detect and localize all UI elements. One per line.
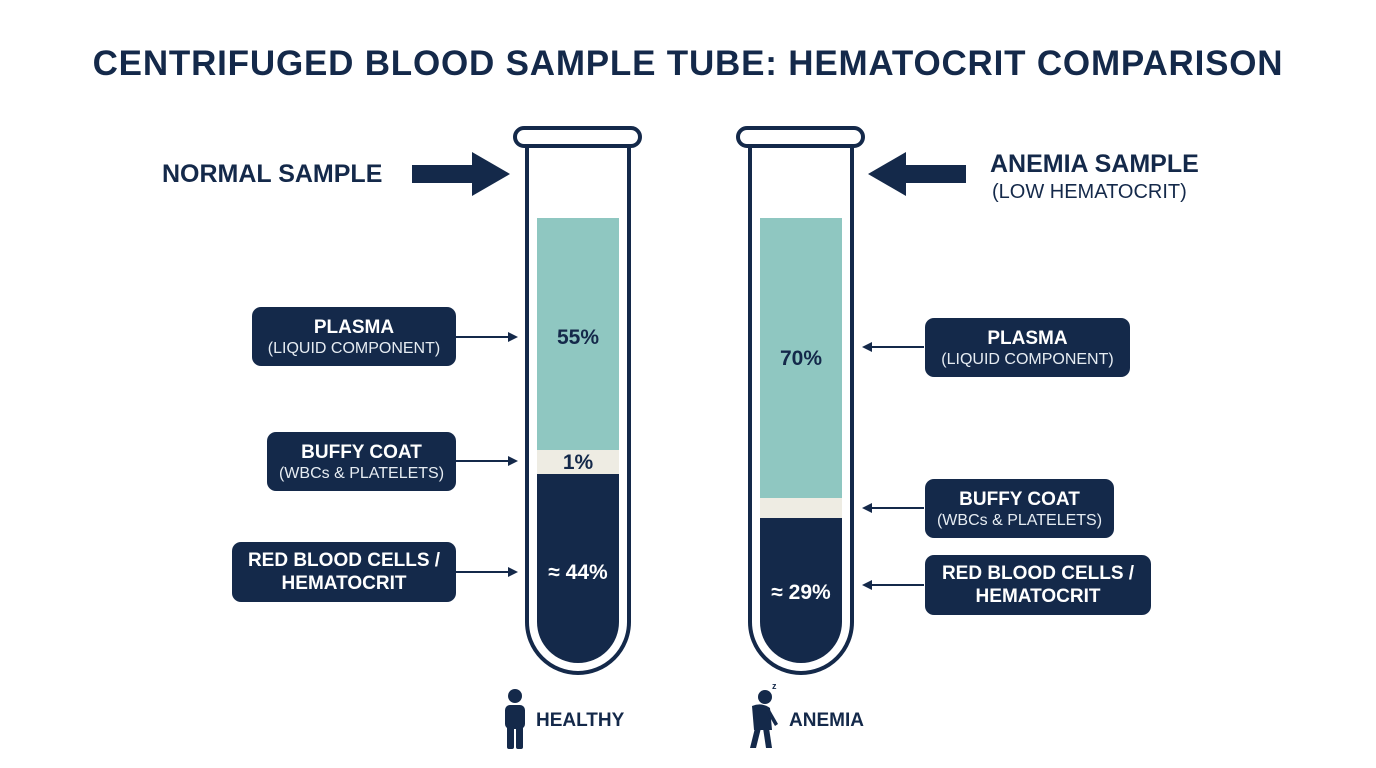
- normal-sample-arrow: [412, 152, 510, 196]
- normal-tube: [513, 126, 642, 675]
- buffy-title: BUFFY COAT: [959, 488, 1080, 510]
- anemia-buffy-box: BUFFY COAT (WBCs & PLATELETS): [925, 479, 1114, 538]
- rbc-title-line2: HEMATOCRIT: [281, 573, 407, 594]
- anemia-buffy-pointer: [862, 503, 924, 513]
- anemia-buffy-layer: [760, 498, 842, 518]
- normal-rbc-box: RED BLOOD CELLS / HEMATOCRIT: [232, 542, 456, 602]
- anemia-plasma-percent: 70%: [779, 347, 823, 370]
- normal-buffy-percent: 1%: [562, 451, 594, 474]
- normal-buffy-pointer: [456, 456, 518, 466]
- normal-buffy-layer: [537, 450, 619, 474]
- normal-tube-outline: [525, 146, 631, 675]
- normal-tube-rim: [513, 126, 642, 148]
- anemia-rbc-percent: ≈ 29%: [771, 581, 831, 604]
- rbc-title-line2: HEMATOCRIT: [975, 586, 1101, 607]
- plasma-title: PLASMA: [987, 327, 1068, 349]
- normal-rbc-percent: ≈ 44%: [548, 561, 608, 584]
- anemia-plasma-box: PLASMA (LIQUID COMPONENT): [925, 318, 1130, 377]
- anemia-sample-sublabel: (LOW HEMATOCRIT): [992, 181, 1187, 203]
- page-title: CENTRIFUGED BLOOD SAMPLE TUBE: HEMATOCRI…: [92, 44, 1284, 83]
- anemia-plasma-layer: [760, 218, 842, 498]
- plasma-subtitle: (LIQUID COMPONENT): [941, 350, 1114, 368]
- svg-text:z: z: [772, 681, 777, 691]
- anemia-sample-arrow: [868, 152, 966, 196]
- normal-sample-label: NORMAL SAMPLE: [162, 160, 383, 188]
- anemia-label: ANEMIA: [789, 710, 864, 731]
- normal-rbc-layer: [537, 474, 619, 663]
- anemia-tube-rim: [736, 126, 865, 148]
- plasma-subtitle: (LIQUID COMPONENT): [267, 339, 441, 357]
- normal-rbc-pointer: [456, 567, 518, 577]
- anemia-rbc-box: RED BLOOD CELLS / HEMATOCRIT: [925, 555, 1151, 615]
- standing-person-icon: [505, 689, 525, 749]
- normal-plasma-box: PLASMA (LIQUID COMPONENT): [252, 307, 456, 366]
- normal-plasma-pointer: [456, 332, 518, 342]
- tired-person-icon: z: [750, 681, 778, 748]
- anemia-tube-outline: [748, 146, 854, 675]
- anemia-plasma-pointer: [862, 342, 924, 352]
- plasma-title: PLASMA: [313, 316, 395, 338]
- buffy-title: BUFFY COAT: [301, 441, 422, 463]
- buffy-subtitle: (WBCs & PLATELETS): [278, 464, 445, 482]
- anemia-rbc-layer: [760, 518, 842, 663]
- normal-buffy-box: BUFFY COAT (WBCs & PLATELETS): [267, 432, 456, 491]
- anemia-rbc-pointer: [862, 580, 924, 590]
- anemia-tube: [736, 126, 865, 675]
- rbc-title-line1: RED BLOOD CELLS /: [247, 550, 441, 571]
- rbc-title-line1: RED BLOOD CELLS /: [941, 563, 1135, 584]
- normal-plasma-layer: [537, 218, 619, 450]
- buffy-subtitle: (WBCs & PLATELETS): [936, 511, 1103, 529]
- healthy-label: HEALTHY: [536, 710, 625, 731]
- anemia-sample-label: ANEMIA SAMPLE: [990, 150, 1199, 178]
- normal-plasma-percent: 55%: [556, 326, 600, 349]
